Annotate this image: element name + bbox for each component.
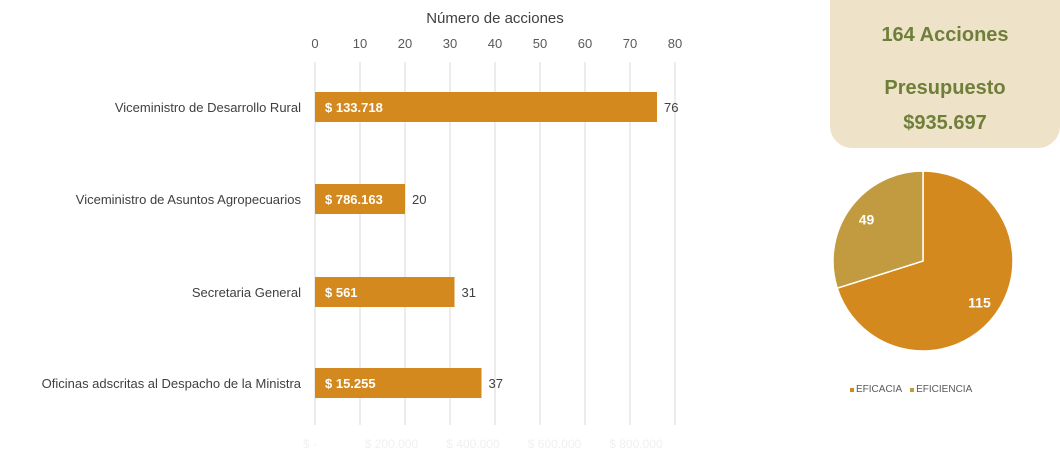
bar	[315, 184, 405, 214]
legend-swatch-eficiencia	[910, 387, 915, 392]
x-tick-label: 50	[533, 36, 547, 51]
bar-value-label: 37	[489, 376, 503, 391]
secondary-tick-label: $ 200.000	[365, 437, 419, 451]
eficacia-eficiencia-pie-chart: 115 49	[832, 170, 1014, 352]
category-label: Viceministro de Desarrollo Rural	[115, 100, 301, 115]
bar-budget-label: $ 133.718	[325, 100, 383, 115]
bar-budget-label: $ 561	[325, 285, 358, 300]
bar-budget-label: $ 15.255	[325, 376, 376, 391]
bar	[315, 277, 455, 307]
x-tick-label: 60	[578, 36, 592, 51]
category-label: Secretaria General	[192, 285, 301, 300]
x-tick-label: 80	[668, 36, 682, 51]
pie-value-label: 49	[859, 212, 875, 228]
secondary-tick-label: $ 400.000	[446, 437, 500, 451]
x-tick-label: 20	[398, 36, 412, 51]
category-label: Oficinas adscritas al Despacho de la Min…	[42, 376, 302, 391]
bar	[315, 92, 657, 122]
budget-value: $935.697	[903, 112, 987, 134]
legend-item-eficacia: EFICACIA	[850, 384, 902, 395]
category-label: Viceministro de Asuntos Agropecuarios	[76, 192, 302, 207]
budget-label: Presupuesto	[884, 77, 1006, 99]
summary-card: 164 Acciones Presupuesto $935.697	[830, 0, 1060, 148]
secondary-tick-label: $ -	[303, 437, 317, 451]
secondary-tick-label: $ 800.000	[609, 437, 663, 451]
x-tick-label: 0	[311, 36, 318, 51]
secondary-tick-label: $ 600.000	[528, 437, 582, 451]
actions-bar-chart: Número de acciones 0 10 20 30 40 50 60 70 80 $ - $ …	[42, 10, 683, 451]
actions-count: 164 Acciones	[881, 24, 1009, 46]
legend-item-eficiencia: EFICIENCIA	[910, 384, 972, 395]
bar-budget-label: $ 786.163	[325, 192, 383, 207]
bar-value-label: 20	[412, 192, 426, 207]
pie-slice-eficiencia	[832, 170, 924, 290]
legend-label-eficacia: EFICACIA	[856, 384, 903, 395]
bar	[315, 368, 482, 398]
bar-value-label: 76	[664, 100, 678, 115]
x-axis-title: Número de acciones	[426, 10, 564, 27]
bar-value-label: 31	[462, 285, 476, 300]
legend-swatch-eficacia	[850, 387, 854, 392]
x-tick-label: 10	[353, 36, 367, 51]
pie-slice-eficacia	[836, 170, 1014, 352]
x-tick-label: 40	[488, 36, 502, 51]
legend-label-eficiencia: EFICIENCIA	[916, 384, 973, 395]
pie-value-label: 115	[968, 294, 991, 310]
x-tick-label: 70	[623, 36, 637, 51]
x-tick-label: 30	[443, 36, 457, 51]
pie-legend: EFICACIA EFICIENCIA	[850, 384, 972, 395]
